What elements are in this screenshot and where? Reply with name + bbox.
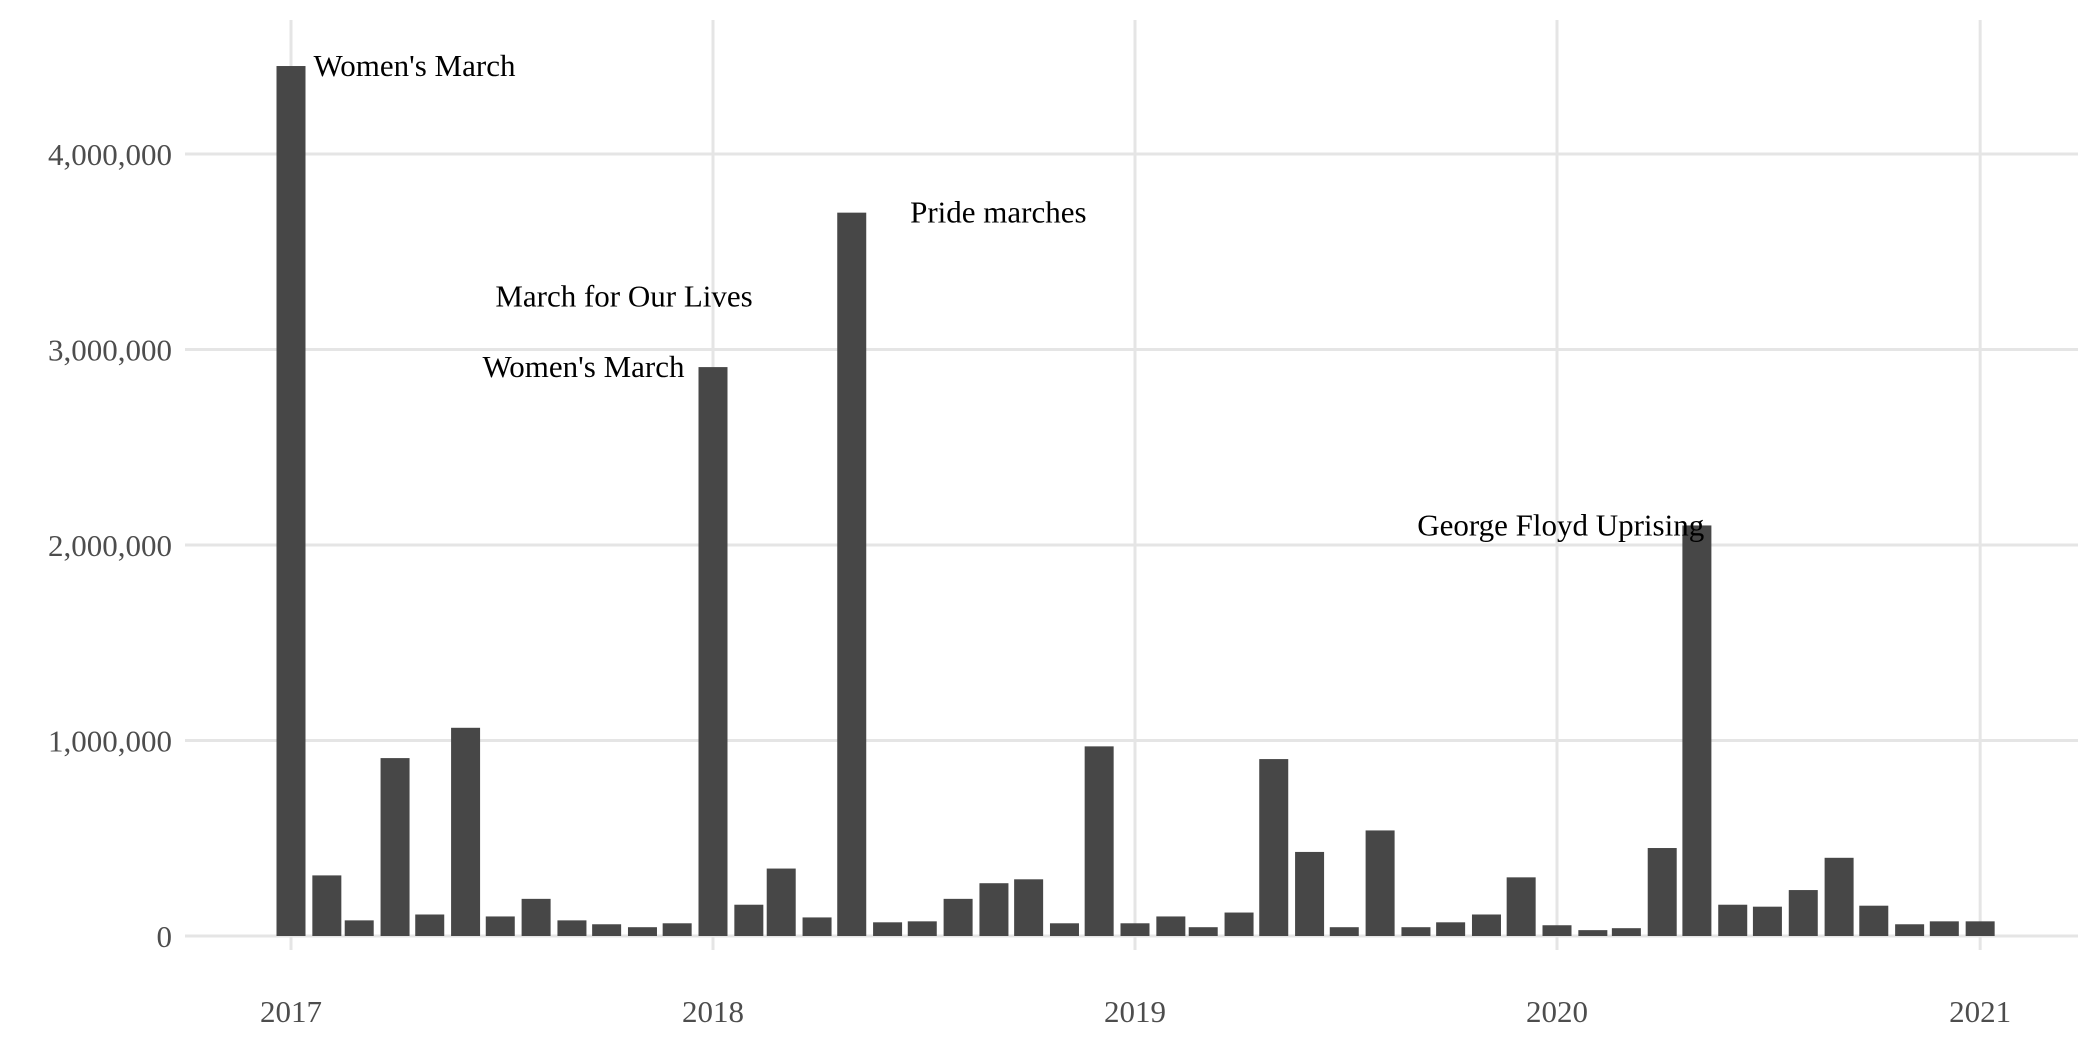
bar: [1471, 914, 1501, 936]
bars: [276, 66, 1995, 937]
bar: [873, 922, 903, 936]
bar: [627, 927, 657, 936]
bar: [1578, 930, 1608, 936]
bar: [1329, 927, 1359, 936]
annotations: Women's March Women's March March for Our …: [314, 48, 1705, 542]
bar: [1156, 916, 1186, 936]
y-tick-label: 2,000,000: [48, 528, 172, 563]
y-tick-label: 3,000,000: [48, 333, 172, 368]
x-tick-label: 2018: [682, 994, 744, 1029]
bar: [1718, 904, 1748, 936]
y-tick-label: 4,000,000: [48, 137, 172, 172]
bar: [979, 883, 1009, 936]
bar: [907, 921, 937, 936]
bar: [1259, 759, 1289, 936]
annotation-label: March for Our Lives: [495, 279, 752, 314]
bar: [557, 920, 587, 936]
bar: [1049, 923, 1079, 936]
bar: [1752, 906, 1782, 936]
annotation-label: Pride marches: [910, 195, 1086, 230]
bar: [1895, 924, 1925, 936]
bar: [1682, 525, 1712, 936]
annotation-label: Women's March: [483, 349, 685, 384]
y-tick-label: 1,000,000: [48, 724, 172, 759]
x-tick-label: 2021: [1949, 994, 2011, 1029]
bar: [1824, 857, 1854, 936]
y-axis-tick-labels: 0 1,000,000 2,000,000 3,000,000 4,000,000: [48, 137, 172, 954]
bar: [1295, 851, 1325, 936]
bar: [451, 727, 481, 936]
bar: [837, 212, 867, 936]
bar: [1084, 746, 1114, 936]
bar: [1506, 877, 1536, 936]
x-axis-tick-labels: 2017 2018 2019 2020 2021: [260, 994, 2011, 1029]
bar: [766, 868, 796, 936]
bar: [1859, 905, 1889, 936]
bar: [734, 904, 764, 936]
bar: [1188, 927, 1218, 936]
bar: [1401, 927, 1431, 936]
bar: [662, 923, 692, 936]
bar: [802, 917, 832, 936]
annotation-label: Women's March: [314, 48, 516, 83]
bar: [698, 367, 728, 937]
annotation-label: George Floyd Uprising: [1417, 507, 1704, 542]
bar: [276, 66, 306, 936]
bar: [1120, 923, 1150, 936]
bar: [521, 898, 551, 936]
bar: [344, 920, 374, 936]
x-tick-label: 2020: [1526, 994, 1588, 1029]
x-tick-label: 2017: [260, 994, 322, 1029]
bar: [1014, 879, 1044, 936]
bar: [1436, 922, 1466, 936]
bar: [1224, 912, 1254, 936]
x-tick-label: 2019: [1104, 994, 1166, 1029]
bar: [415, 914, 445, 936]
bar: [1542, 925, 1572, 936]
y-tick-label: 0: [157, 919, 173, 954]
bar: [592, 924, 622, 936]
bar: [1929, 921, 1959, 936]
bar: [1647, 848, 1677, 936]
bar: [1611, 928, 1641, 936]
bar: [1365, 830, 1395, 936]
bar: [943, 898, 973, 936]
bar: [380, 758, 410, 936]
bar: [1788, 890, 1818, 936]
bar: [485, 916, 515, 936]
bar: [1965, 921, 1995, 936]
bar: [312, 875, 342, 936]
